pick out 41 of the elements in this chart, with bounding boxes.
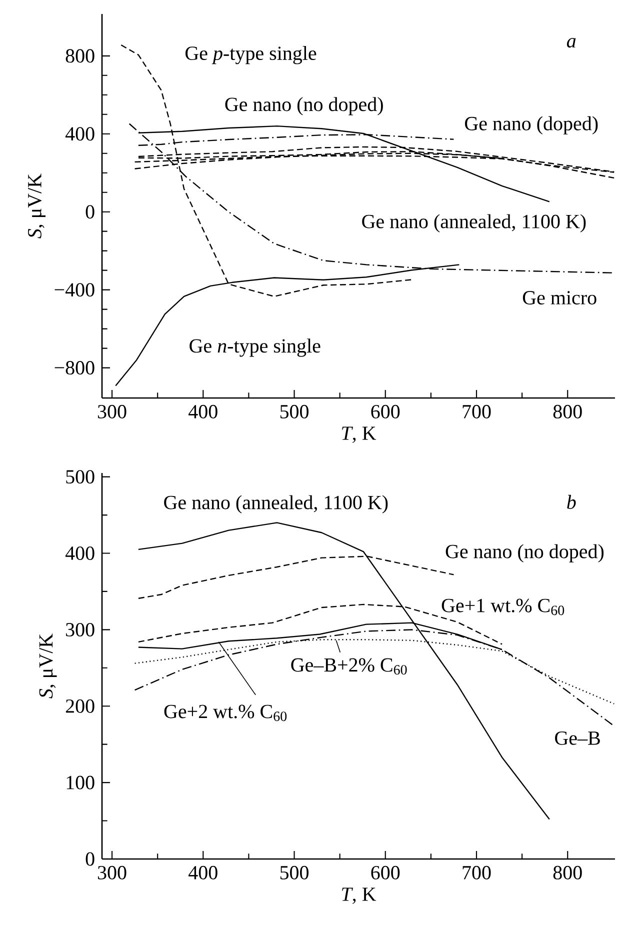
- annotation: b: [567, 494, 576, 509]
- annotation: Ge+2 wt.% C$_{60}$: [164, 704, 287, 722]
- y-tick-label: 0: [86, 205, 94, 219]
- y-tick-label: 300: [66, 622, 94, 636]
- x-tick-label: 500: [280, 866, 308, 880]
- y-tick-label: 0: [86, 852, 94, 866]
- annotation: a: [566, 38, 576, 48]
- x-tick-label: 800: [553, 866, 582, 880]
- annotation: Ge–B+2% C$_{60}$: [291, 658, 407, 675]
- annotation: Ge p-type single: [185, 46, 316, 64]
- annotation: Ge nano (doped): [465, 116, 598, 134]
- x-tick-label: 700: [462, 404, 491, 418]
- x-tick-label: 400: [188, 404, 218, 418]
- x-tick-label: 500: [280, 404, 308, 418]
- y-tick-label: −400: [54, 283, 94, 297]
- y-tick-label: 400: [65, 546, 94, 560]
- x-tick-label: 600: [371, 404, 400, 418]
- annotation: Ge–B: [555, 731, 600, 745]
- x-axis-title: T, K: [342, 888, 376, 904]
- annotation: Ge nano (annealed, 1100 K): [164, 495, 388, 514]
- y-tick-label: −800: [54, 361, 94, 375]
- annotation: Ge nano (no doped): [225, 97, 383, 116]
- x-tick-label: 600: [371, 866, 400, 880]
- x-tick-label: 700: [462, 866, 491, 880]
- annotation: Ge+1 wt.% C$_{60}$: [442, 598, 564, 616]
- y-axis-title: S, μV/K: [39, 634, 57, 698]
- y-tick-label: 800: [66, 49, 94, 63]
- y-axis-title: S, μV/K: [28, 174, 46, 238]
- y-tick-label: 200: [66, 699, 94, 713]
- annotation: Ge nano (no doped): [446, 544, 604, 562]
- x-tick-label: 300: [98, 866, 126, 880]
- annotation: Ge micro: [522, 291, 596, 304]
- y-tick-label: 100: [66, 776, 94, 790]
- y-tick-label: 500: [66, 470, 94, 484]
- y-tick-label: 400: [65, 127, 94, 141]
- x-axis-title: T, K: [342, 426, 376, 443]
- x-tick-label: 800: [553, 404, 582, 418]
- annotation: Ge nano (annealed, 1100 K): [362, 214, 586, 232]
- x-tick-label: 400: [188, 866, 218, 880]
- annotation: Ge n-type single: [190, 338, 320, 357]
- x-tick-label: 300: [98, 404, 126, 418]
